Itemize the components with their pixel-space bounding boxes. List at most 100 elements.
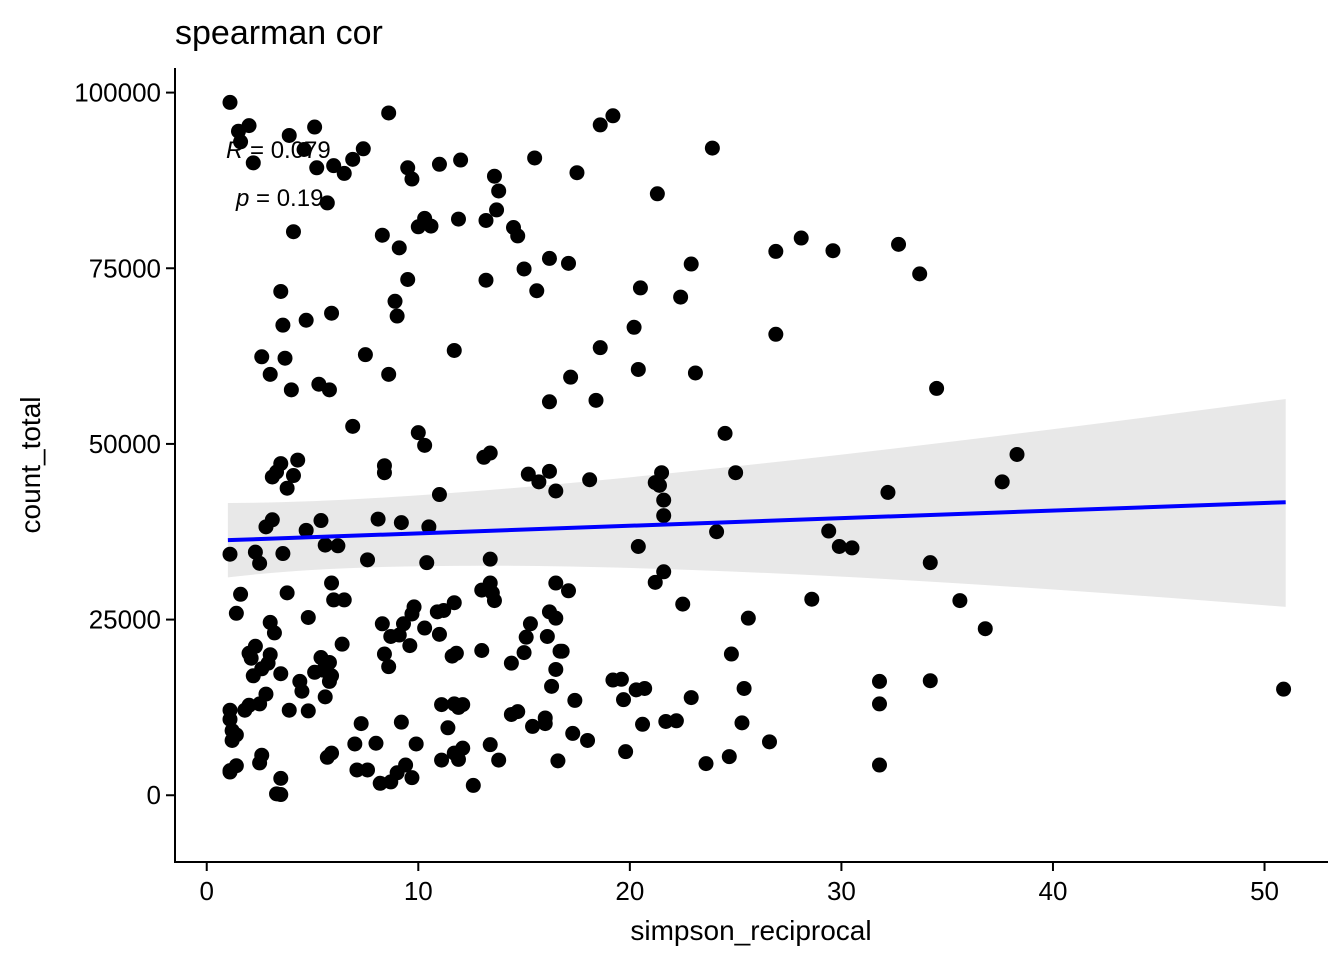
data-point	[300, 609, 316, 625]
data-point	[491, 752, 507, 768]
data-point	[266, 625, 282, 641]
data-point	[563, 369, 579, 385]
r-value: = 0.079	[243, 137, 330, 164]
data-point	[821, 523, 837, 539]
data-point	[431, 626, 447, 642]
data-point	[446, 342, 462, 358]
data-point	[728, 465, 744, 481]
data-point	[285, 468, 301, 484]
data-point	[404, 770, 420, 786]
data-point	[254, 349, 270, 365]
data-point	[1009, 446, 1025, 462]
data-point	[630, 361, 646, 377]
data-point	[723, 646, 739, 662]
data-point	[370, 511, 386, 527]
data-point	[264, 512, 280, 528]
data-point	[683, 690, 699, 706]
y-tick-label: 50000	[89, 429, 161, 459]
data-point	[279, 480, 295, 496]
data-point	[736, 680, 752, 696]
data-point	[290, 452, 306, 468]
data-point	[233, 586, 249, 602]
data-point	[717, 425, 733, 441]
data-point	[871, 696, 887, 712]
r-symbol: R	[226, 137, 243, 164]
data-point	[539, 628, 555, 644]
data-point	[393, 714, 409, 730]
y-tick-label: 25000	[89, 605, 161, 635]
data-point	[254, 747, 270, 763]
data-point	[391, 627, 407, 643]
data-point	[321, 382, 337, 398]
data-point	[548, 661, 564, 677]
data-point	[704, 140, 720, 156]
y-tick-label: 75000	[89, 253, 161, 283]
data-point	[228, 605, 244, 621]
correlation-p-annotation: p = 0.19	[235, 185, 323, 212]
data-point	[525, 718, 541, 734]
data-point	[273, 770, 289, 786]
chart-title: spearman cor	[175, 14, 383, 52]
data-point	[632, 280, 648, 296]
data-point	[324, 745, 340, 761]
data-point	[541, 250, 557, 266]
data-point	[1276, 681, 1292, 697]
data-point	[656, 564, 672, 580]
data-point	[374, 616, 390, 632]
data-point	[844, 540, 860, 556]
data-point	[317, 537, 333, 553]
data-point	[527, 150, 543, 166]
data-point	[389, 308, 405, 324]
data-point	[419, 555, 435, 571]
data-point	[381, 659, 397, 675]
data-point	[548, 483, 564, 499]
data-point	[891, 236, 907, 252]
data-point	[436, 602, 452, 618]
x-tick-label: 20	[615, 876, 644, 906]
data-point	[474, 643, 490, 659]
data-point	[580, 732, 596, 748]
data-point	[353, 716, 369, 732]
data-point	[233, 134, 249, 150]
data-point	[395, 616, 411, 632]
data-point	[387, 293, 403, 309]
data-point	[434, 752, 450, 768]
data-point	[404, 606, 420, 622]
data-point	[334, 636, 350, 652]
data-point	[262, 366, 278, 382]
data-point	[453, 152, 469, 168]
data-point	[410, 425, 426, 441]
data-point	[313, 513, 329, 529]
x-ticks-layer: 0 10 20 30 40 50	[199, 862, 1279, 906]
data-point	[516, 645, 532, 661]
data-point	[400, 160, 416, 176]
x-tick-label: 30	[827, 876, 856, 906]
data-point	[349, 762, 365, 778]
data-point	[922, 673, 938, 689]
data-point	[245, 155, 261, 171]
data-point	[431, 156, 447, 172]
data-point	[478, 272, 494, 288]
y-ticks-layer: 0 25000 50000 75000 100000	[74, 78, 175, 810]
data-point	[421, 519, 437, 535]
data-point	[592, 117, 608, 133]
data-point	[317, 689, 333, 705]
data-point	[273, 456, 289, 472]
data-point	[683, 256, 699, 272]
data-point	[309, 160, 325, 176]
x-tick-label: 10	[404, 876, 433, 906]
y-tick-label: 100000	[74, 78, 161, 108]
data-point	[793, 230, 809, 246]
data-point	[275, 317, 291, 333]
data-point	[262, 647, 278, 663]
data-point	[675, 596, 691, 612]
data-point	[761, 734, 777, 750]
data-point	[637, 680, 653, 696]
data-point	[381, 105, 397, 121]
data-point	[491, 183, 507, 199]
data-point	[635, 716, 651, 732]
data-point	[649, 186, 665, 202]
data-point	[222, 94, 238, 110]
data-point	[345, 151, 361, 167]
